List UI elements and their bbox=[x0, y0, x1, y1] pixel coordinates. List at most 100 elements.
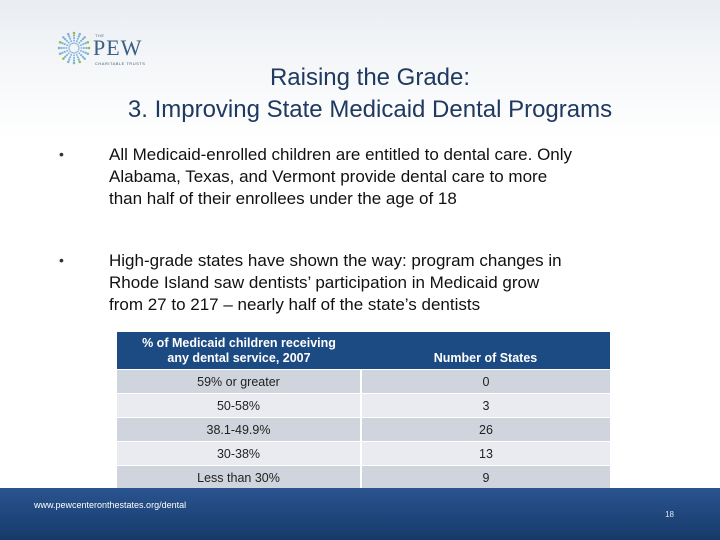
slide-title: Raising the Grade: 3. Improving State Me… bbox=[60, 62, 680, 126]
row-count: 26 bbox=[361, 417, 610, 442]
logo-dot bbox=[81, 55, 85, 59]
logo-dot bbox=[80, 54, 83, 57]
logo-dot bbox=[66, 60, 70, 64]
logo-dot bbox=[76, 50, 79, 53]
row-count: 0 bbox=[361, 369, 610, 394]
logo-dot bbox=[69, 37, 72, 40]
logo-dot bbox=[69, 43, 72, 46]
logo-dot bbox=[82, 50, 85, 53]
logo-dot bbox=[76, 43, 79, 46]
logo-dot bbox=[78, 60, 82, 64]
header-number-of-states: Number of States bbox=[361, 332, 610, 370]
pew-sunburst-icon bbox=[57, 31, 91, 65]
logo-dot bbox=[83, 36, 86, 39]
header-percent-line-2: any dental service, 2007 bbox=[167, 350, 311, 365]
logo-dot bbox=[78, 41, 81, 44]
logo-dot bbox=[63, 55, 67, 59]
logo-dot bbox=[66, 49, 69, 52]
bullet-marker-1: • bbox=[59, 146, 64, 162]
logo-dot bbox=[71, 51, 73, 54]
logo-dot bbox=[82, 46, 86, 50]
row-range: 38.1-49.9% bbox=[117, 417, 362, 442]
logo-the: THE bbox=[95, 33, 105, 38]
row-range: 59% or greater bbox=[117, 369, 362, 394]
logo-dot bbox=[83, 57, 86, 60]
logo-dot bbox=[63, 37, 67, 41]
logo-dot bbox=[60, 46, 63, 50]
logo-dot bbox=[85, 46, 88, 50]
logo-name: PEW bbox=[93, 35, 143, 60]
logo-dot bbox=[78, 52, 81, 55]
logo-dot bbox=[58, 40, 62, 44]
logo-dot bbox=[63, 43, 66, 46]
logo-dot bbox=[68, 45, 71, 47]
logo-dot bbox=[66, 44, 69, 47]
logo-dot bbox=[73, 39, 75, 42]
table-row: 50-58% 3 bbox=[117, 393, 610, 418]
logo-dot bbox=[57, 46, 61, 50]
logo-dot bbox=[75, 40, 78, 43]
logo-dot bbox=[87, 46, 91, 50]
header-percent-line-1: % of Medicaid children receiving bbox=[142, 335, 336, 350]
bullet-text-2: High-grade states have shown the way: pr… bbox=[109, 250, 669, 316]
logo-dot bbox=[62, 46, 66, 50]
logo-dot bbox=[78, 47, 80, 49]
logo-dot bbox=[75, 53, 78, 56]
bullet-2-line-3: from 27 to 217 – nearly half of the stat… bbox=[109, 295, 481, 314]
bullet-1-line-2: Alabama, Texas, and Vermont provide dent… bbox=[109, 167, 548, 186]
logo-dot bbox=[66, 32, 70, 36]
table-row: Less than 30% 9 bbox=[117, 465, 610, 489]
logo-dot bbox=[72, 36, 76, 40]
logo-dot bbox=[62, 36, 65, 39]
logo-dot bbox=[86, 52, 90, 56]
logo-dot bbox=[79, 49, 82, 52]
logo-dot bbox=[75, 42, 77, 45]
header-states-label: Number of States bbox=[433, 350, 538, 365]
row-range: 30-38% bbox=[117, 441, 362, 466]
logo-dot bbox=[76, 56, 79, 59]
logo-dot bbox=[62, 57, 65, 60]
logo-dot bbox=[80, 47, 83, 49]
logo-dot bbox=[70, 53, 73, 56]
logo-dot bbox=[65, 54, 68, 57]
logo-dot bbox=[70, 40, 73, 43]
footer-bar: www.pewcenteronthestates.org/dental 18 bbox=[0, 488, 720, 540]
logo-dot bbox=[79, 44, 82, 47]
footer-url-link[interactable]: www.pewcenteronthestates.org/dental bbox=[34, 500, 187, 510]
row-count: 13 bbox=[361, 441, 610, 466]
logo-dot bbox=[61, 42, 64, 45]
logo-dot bbox=[68, 47, 70, 49]
table-row: 59% or greater 0 bbox=[117, 369, 610, 394]
header-percent-children: % of Medicaid children receiving any den… bbox=[117, 332, 361, 370]
logo-dot bbox=[73, 42, 75, 44]
logo-dot bbox=[68, 58, 71, 61]
logo-dot bbox=[72, 59, 76, 62]
logo-dot bbox=[77, 45, 80, 47]
logo-dot bbox=[72, 31, 76, 35]
logo-dot bbox=[73, 54, 75, 57]
bullet-1-line-1: All Medicaid-enrolled children are entit… bbox=[109, 145, 573, 164]
logo-dot bbox=[67, 41, 70, 44]
logo-dot bbox=[61, 51, 64, 54]
logo-dot bbox=[63, 50, 66, 53]
table-row: 38.1-49.9% 26 bbox=[117, 417, 610, 442]
logo-dot bbox=[68, 35, 71, 38]
logo-dot bbox=[69, 50, 72, 53]
logo-dot bbox=[73, 52, 75, 54]
logo-dot bbox=[77, 35, 80, 38]
logo-dot bbox=[78, 32, 82, 36]
logo-dot bbox=[67, 52, 70, 55]
logo-dot bbox=[75, 51, 77, 54]
logo-dot bbox=[72, 56, 76, 60]
logo-subtitle: CHARITABLE TRUSTS bbox=[95, 61, 146, 66]
logo-dot bbox=[76, 37, 79, 40]
slide-title-line-2: 3. Improving State Medicaid Dental Progr… bbox=[127, 96, 613, 123]
logo-dot bbox=[72, 61, 76, 65]
logo-dot bbox=[77, 58, 80, 61]
bullet-2-line-2: Rhode Island saw dentists’ participation… bbox=[109, 273, 540, 292]
bullet-1-line-3: than half of their enrollees under the a… bbox=[109, 189, 457, 208]
logo-dot bbox=[71, 42, 73, 45]
logo-dot bbox=[65, 39, 68, 42]
row-count: 9 bbox=[361, 465, 610, 489]
logo-dot bbox=[86, 40, 90, 44]
